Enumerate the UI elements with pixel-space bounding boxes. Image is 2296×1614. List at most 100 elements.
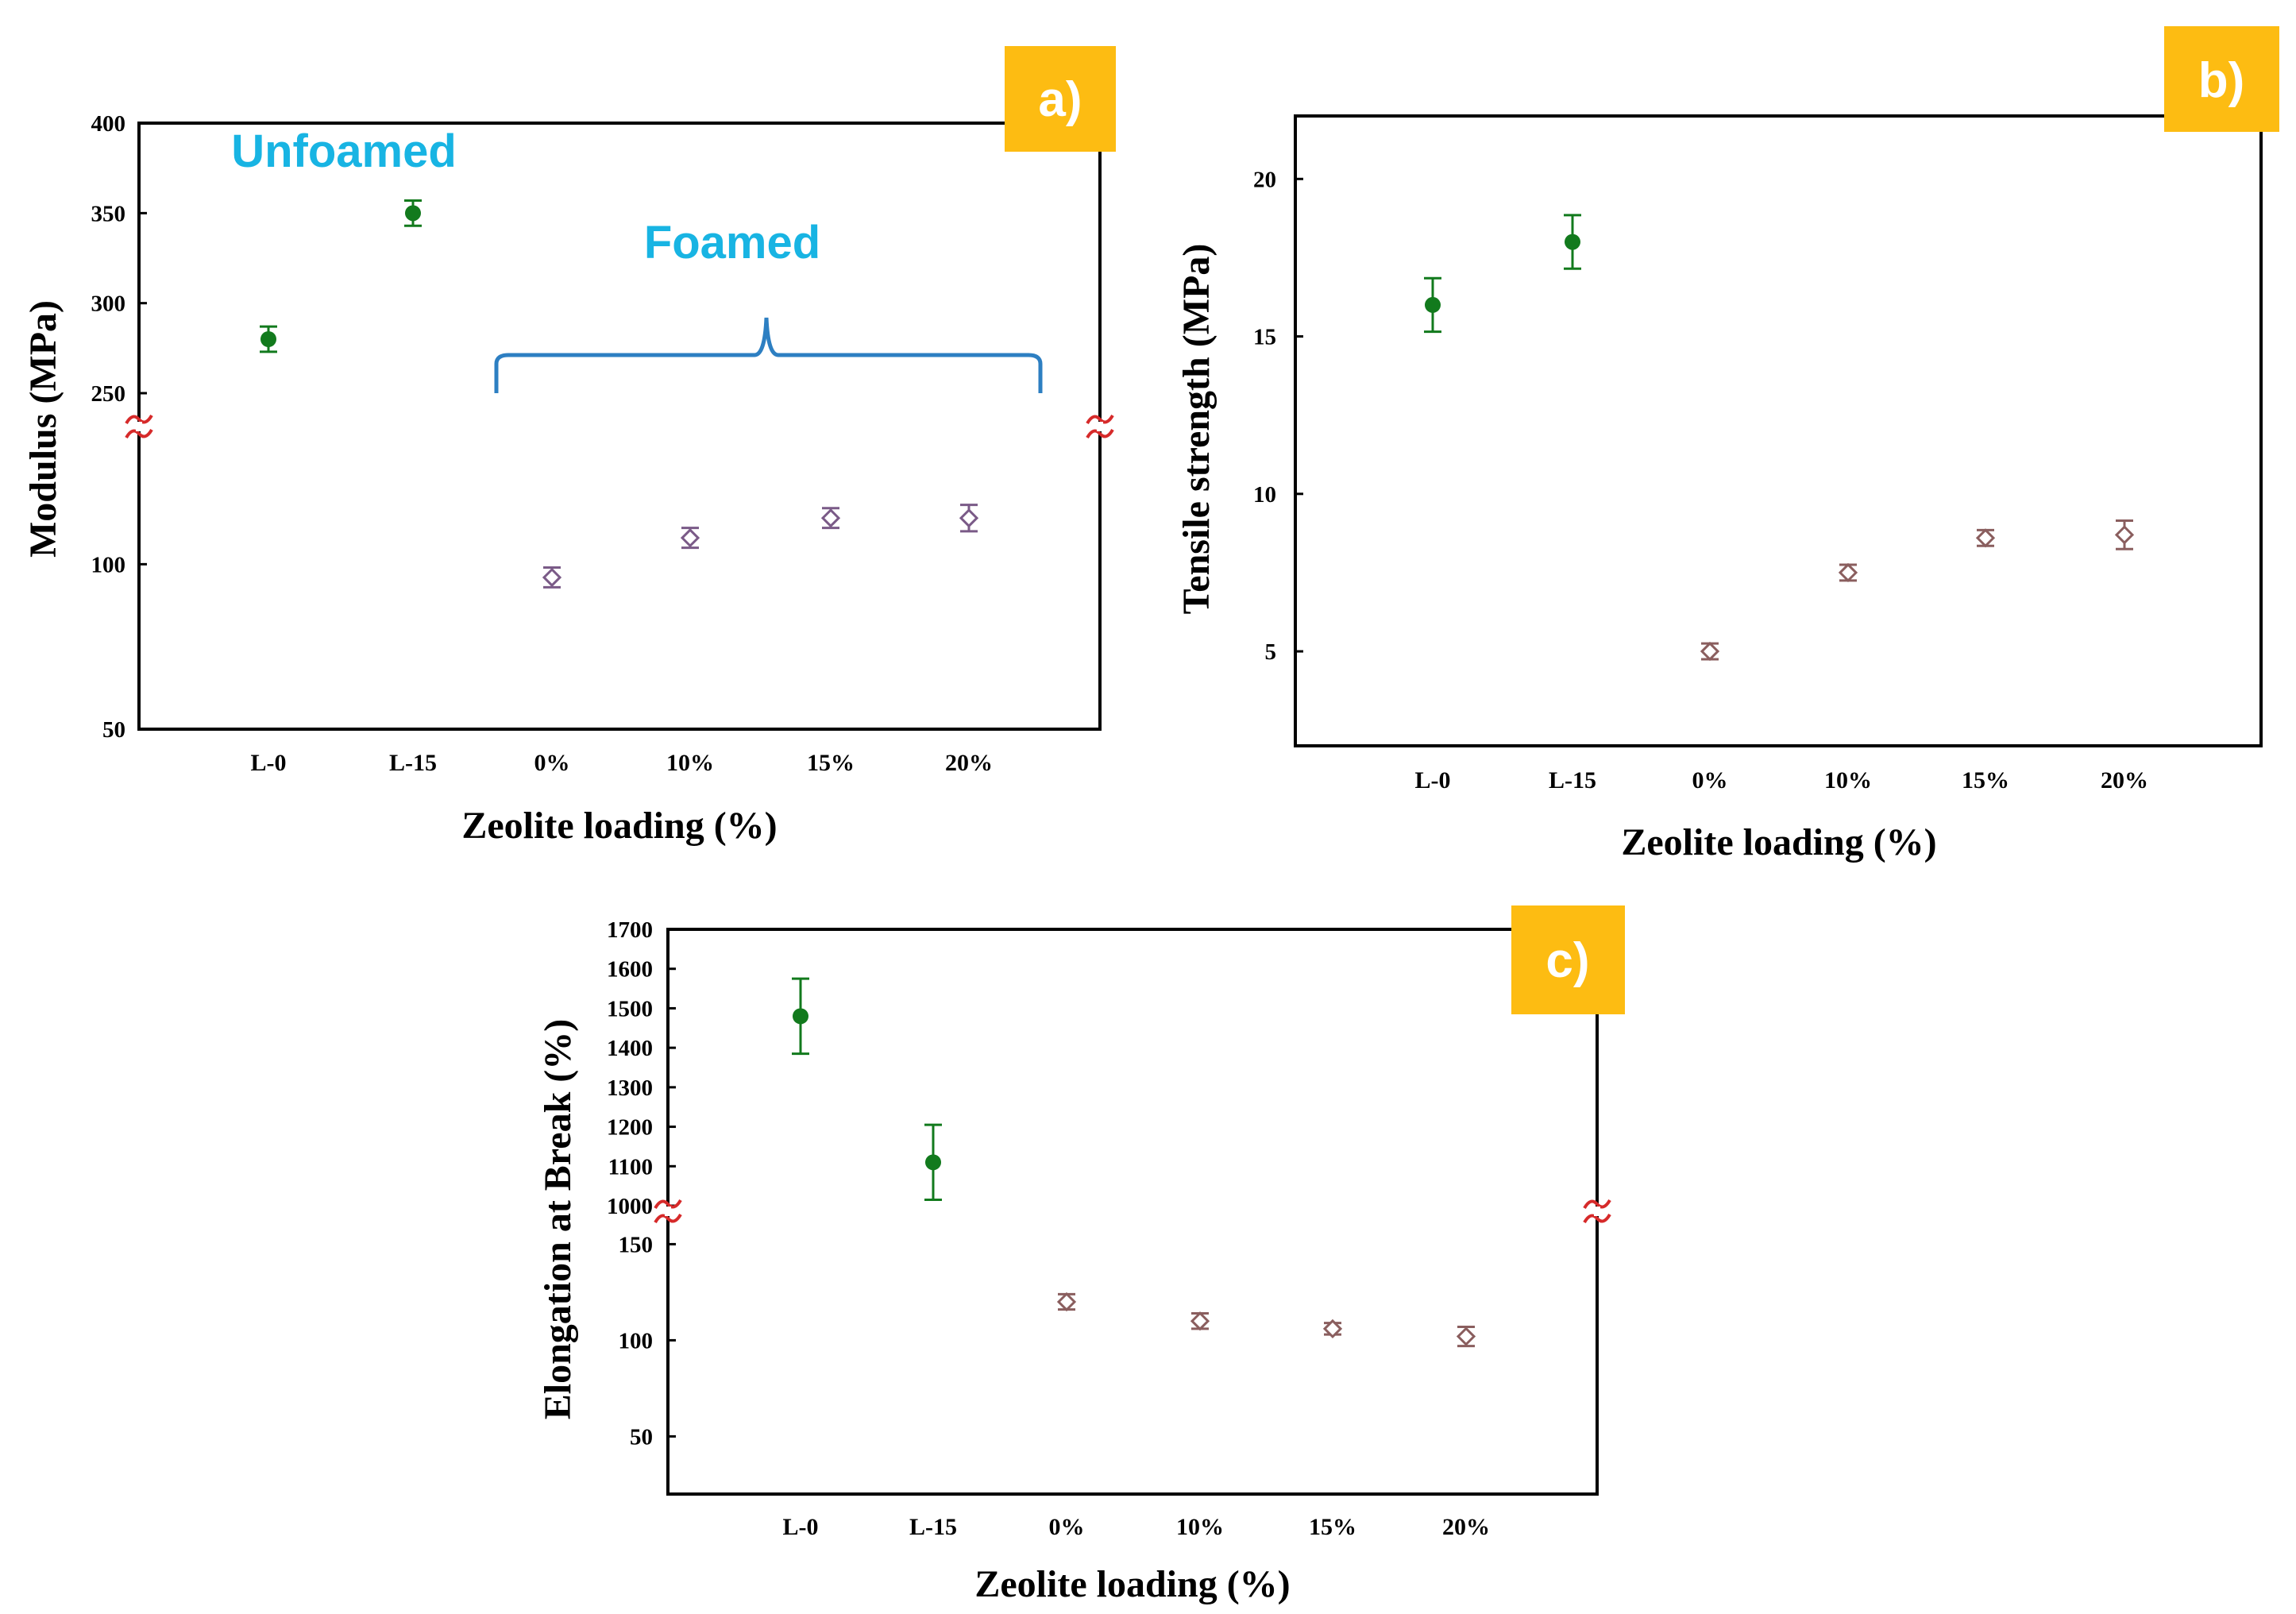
axis-break-mark [1583,1213,1611,1224]
xtick-label: L-0 [1415,767,1451,793]
panel-b-tag: b) [2164,26,2279,132]
data-point-foamed [820,508,841,528]
panel-a-tag: a) [1005,46,1116,152]
panel-b-xlabel: Zeolite loading (%) [1621,821,1936,863]
axis-break-mark [654,1213,682,1224]
panel-c-yticks: 1000 1100 1200 1300 1400 1500 1600 1700 50 100 150 [607,917,676,1450]
panel-a-tag-box [1005,46,1116,152]
xtick-label: 0% [1692,767,1728,793]
data-point-foamed [2114,525,2135,545]
xtick-label: L-15 [909,1514,957,1540]
xtick-label: 10% [1176,1514,1224,1540]
foamed-brace [494,317,1043,393]
ytick-label: 1000 [607,1194,653,1219]
panel-b-xticks: L-0 L-15 0% 10% 15% 20% [1415,767,2149,793]
axis-break-mark [125,414,153,425]
ytick-label: 400 [91,111,126,137]
data-point-foamed [542,567,562,588]
data-point-unfoamed [793,1008,808,1025]
data-point-foamed [1322,1319,1343,1339]
ytick-label: 1700 [607,917,653,943]
data-point-foamed [1056,1292,1077,1312]
xtick-label: L-0 [783,1514,819,1540]
data-point-unfoamed [1565,234,1580,250]
panel-a-tag-label: a) [1038,72,1082,127]
xtick-label: 0% [1049,1514,1085,1540]
data-point-foamed [959,508,979,528]
panel-b-tag-box [2164,26,2279,132]
axis-break-mark [1086,428,1114,439]
panel-a-ylabel: Modulus (MPa) [22,300,64,558]
ytick-label: 1300 [607,1075,653,1101]
ytick-label: 50 [102,717,125,743]
panel-a-yticks: 250 300 350 400 50 100 [91,111,147,743]
panel-a-xlabel: Zeolite loading (%) [461,805,777,847]
ytick-label: 5 [1265,639,1277,665]
data-point-foamed [680,528,700,548]
panel-a-breaks [125,414,1114,439]
axis-break-mark [654,1199,682,1210]
ytick-label: 1100 [608,1154,653,1180]
ytick-label: 300 [91,292,126,317]
data-point-foamed [1838,562,1858,583]
axis-break-mark [1086,414,1114,425]
panel-c-breaks [654,1199,1611,1224]
ytick-label: 10 [1253,482,1276,508]
panel-b-tag-label: b) [2198,53,2245,108]
data-point-unfoamed [1425,296,1441,313]
data-point-foamed [1190,1311,1210,1331]
panel-c-tag-label: c) [1545,933,1589,988]
ytick-label: 1400 [607,1036,653,1061]
panel-a: Zeolite loading (%) Modulus (MPa) Unfoam… [22,46,1116,847]
xtick-label: 20% [2101,767,2148,793]
xtick-label: 20% [1442,1514,1490,1540]
foamed-annotation: Foamed [644,217,820,268]
axis-break-gap [136,422,142,431]
data-point-unfoamed [405,205,421,222]
data-point-unfoamed [925,1154,941,1171]
ytick-label: 20 [1253,167,1276,192]
ytick-label: 1500 [607,996,653,1021]
ytick-label: 350 [91,201,126,226]
ytick-label: 250 [91,381,126,407]
ytick-label: 50 [630,1424,653,1450]
axis-break-gap [665,1207,671,1216]
xtick-label: 15% [807,750,855,776]
axis-break-mark [1583,1199,1611,1210]
panel-a-frame [137,122,1102,731]
ytick-label: 15 [1253,325,1276,350]
xtick-label: L-15 [1549,767,1596,793]
panel-a-marks [260,199,979,589]
data-point-foamed [1700,641,1720,662]
axis-break-gap [1594,1207,1600,1216]
panel-b: Zeolite loading (%) Tensile strength (MP… [1175,26,2279,863]
panel-a-xticks: L-0 L-15 0% 10% 15% 20% [251,750,994,776]
axis-break-mark [125,428,153,439]
xtick-label: 20% [945,750,993,776]
panel-c-tag: c) [1511,905,1625,1014]
panel-b-ylabel: Tensile strength (MPa) [1175,244,1217,615]
ytick-label: 100 [619,1328,654,1353]
ytick-label: 1600 [607,957,653,983]
panel-c: Zeolite loading (%) Elongation at Break … [537,905,1625,1605]
panel-c-xlabel: Zeolite loading (%) [974,1563,1290,1605]
ytick-label: 100 [91,552,126,577]
panel-c-tag-box [1511,905,1625,1014]
data-point-unfoamed [260,331,276,347]
data-point-foamed [1975,528,1996,548]
xtick-label: L-0 [251,750,287,776]
panel-b-frame [1294,114,2263,747]
xtick-label: 10% [666,750,714,776]
panel-b-yticks: 5 10 15 20 [1253,167,1303,665]
xtick-label: 0% [534,750,570,776]
data-point-foamed [1456,1326,1476,1346]
xtick-label: L-15 [389,750,437,776]
xtick-label: 10% [1824,767,1872,793]
xtick-label: 15% [1309,1514,1356,1540]
unfoamed-annotation: Unfoamed [231,125,457,177]
xtick-label: 15% [1962,767,2009,793]
axis-break-gap [1097,422,1103,431]
panel-c-ylabel: Elongation at Break (%) [537,1019,579,1419]
panel-c-xticks: L-0 L-15 0% 10% 15% 20% [783,1514,1491,1540]
